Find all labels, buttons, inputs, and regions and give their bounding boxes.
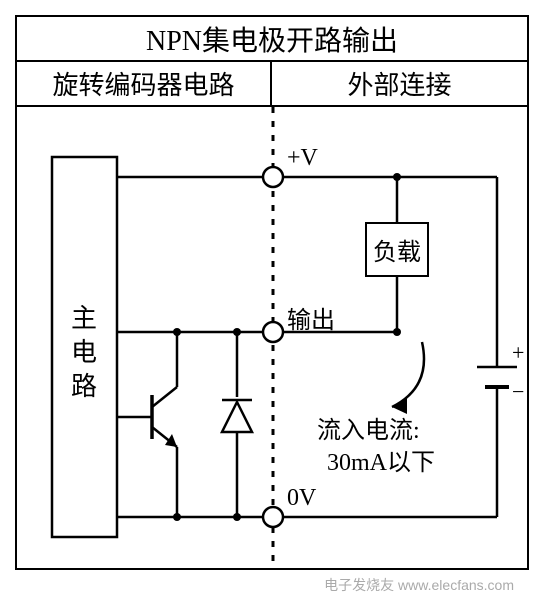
main-circuit-label: 主电路: [69, 302, 99, 403]
header-left: 旋转编码器电路: [17, 62, 272, 105]
title-text: NPN集电极开路输出: [146, 19, 398, 59]
load-label: 负载: [373, 232, 421, 267]
load-box: 负载: [365, 222, 429, 277]
header-row: 旋转编码器电路 外部连接: [17, 62, 527, 107]
watermark: 电子发烧友 www.elecfans.com: [324, 575, 514, 595]
output-label: 输出: [287, 300, 335, 335]
current-label-2: 30mA以下: [327, 442, 435, 477]
battery-plus: +: [512, 340, 524, 366]
header-right: 外部连接: [272, 62, 527, 105]
header-left-text: 旋转编码器电路: [52, 65, 234, 102]
current-label-1: 流入电流:: [317, 410, 420, 445]
header-right-text: 外部连接: [347, 65, 451, 102]
title-row: NPN集电极开路输出: [17, 17, 527, 62]
diagram-frame: NPN集电极开路输出 旋转编码器电路 外部连接: [15, 15, 529, 570]
circuit-diagram: 主电路 +V 输出 0V 负载 + − 流入电流: 30mA以下: [17, 107, 527, 568]
vplus-label: +V: [287, 145, 318, 172]
zerov-label: 0V: [287, 485, 316, 512]
battery-minus: −: [512, 379, 524, 405]
